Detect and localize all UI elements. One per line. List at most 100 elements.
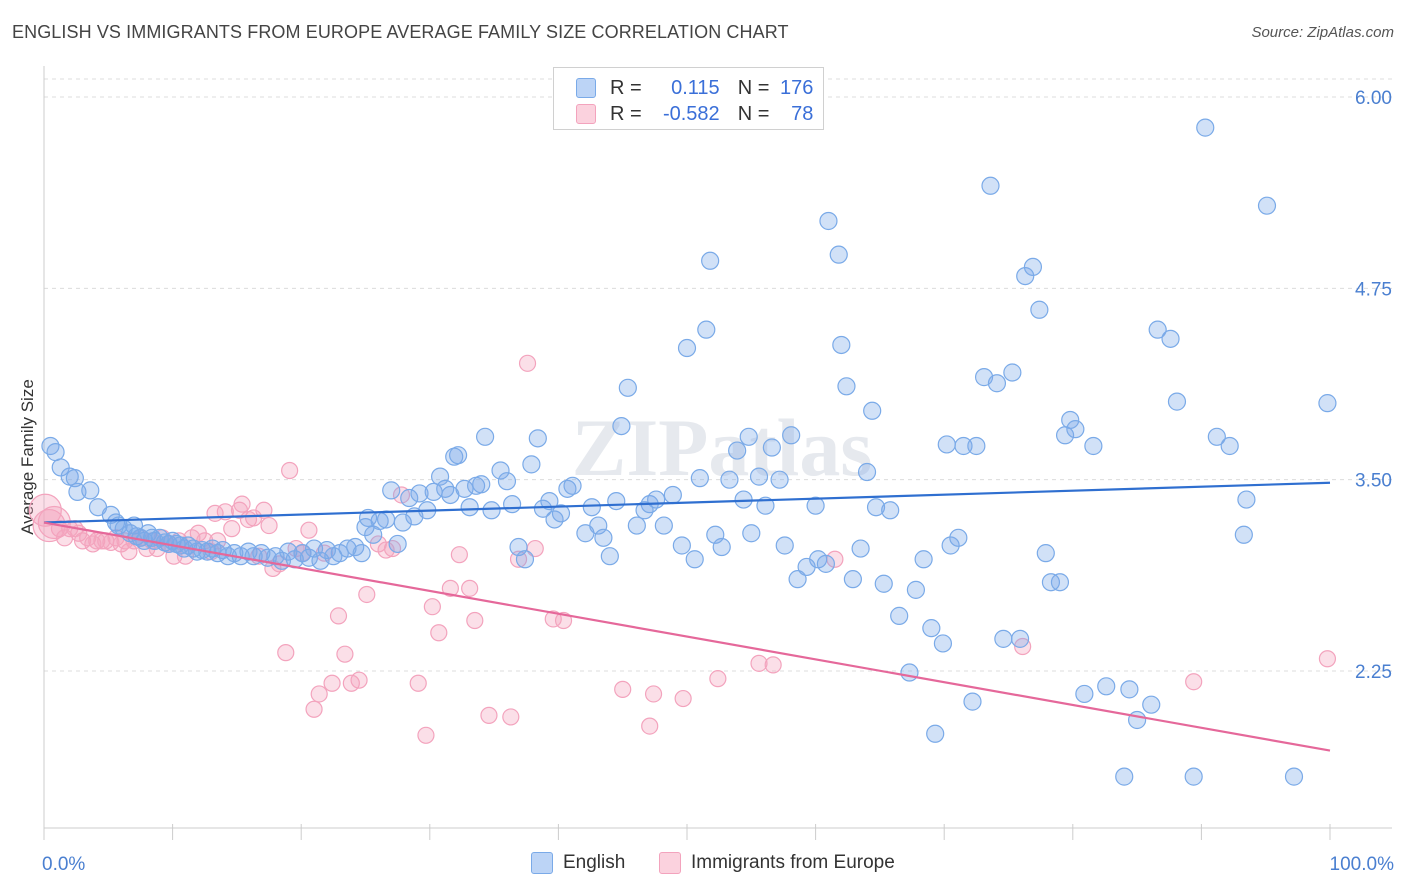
english-point	[647, 490, 666, 509]
english-point	[890, 606, 909, 625]
english-point	[1167, 392, 1187, 411]
europe-point	[441, 579, 459, 597]
europe-swatch	[576, 104, 596, 124]
europe-point	[450, 546, 468, 564]
europe-point	[233, 495, 251, 513]
english-point	[739, 427, 758, 446]
europe-point	[329, 607, 348, 625]
english-point	[1023, 257, 1043, 277]
english-point	[1003, 363, 1022, 382]
english-point	[851, 539, 870, 558]
english-point	[1127, 710, 1147, 730]
y-tick-label: 4.75	[1355, 279, 1392, 300]
europe-point	[518, 354, 537, 372]
english-point	[922, 619, 941, 638]
english-point	[594, 528, 613, 547]
legend-label-europe: Immigrants from Europe	[691, 852, 895, 873]
europe-point	[1318, 650, 1337, 668]
chart-title: ENGLISH VS IMMIGRANTS FROM EUROPE AVERAG…	[12, 22, 789, 42]
english-point	[1050, 573, 1070, 592]
english-point	[775, 536, 794, 555]
english-point	[933, 634, 953, 653]
europe-point	[310, 685, 328, 703]
europe-point	[281, 461, 299, 480]
english-point	[863, 401, 882, 420]
europe-point	[260, 516, 278, 535]
english-point	[607, 491, 626, 511]
europe-point	[223, 520, 241, 538]
english-point	[937, 435, 956, 454]
english-point	[677, 338, 697, 358]
english-point	[627, 516, 646, 535]
english-point	[987, 374, 1007, 393]
english-point	[515, 550, 535, 569]
english-point	[618, 378, 637, 397]
europe-point	[461, 579, 479, 597]
english-point	[612, 416, 631, 436]
english-point	[981, 176, 1000, 195]
europe-point	[764, 656, 782, 674]
english-point	[1234, 525, 1253, 544]
english-point	[720, 470, 739, 489]
english-point	[293, 544, 312, 563]
europe-point	[466, 611, 484, 630]
europe-point	[480, 706, 498, 724]
english-point	[663, 485, 682, 505]
english-point	[1184, 767, 1203, 786]
n-label: N =	[737, 102, 770, 125]
europe-point	[509, 550, 528, 568]
english-point	[762, 438, 781, 457]
europe-trend-line	[43, 521, 1331, 752]
english-point	[967, 436, 986, 456]
english-point	[914, 550, 933, 569]
english-trend-line	[43, 481, 1331, 524]
english-point	[832, 335, 851, 355]
english-point	[874, 574, 893, 593]
english-point	[338, 539, 357, 558]
n-label: N =	[737, 76, 770, 99]
english-point	[900, 663, 919, 682]
english-point	[528, 429, 547, 448]
europe-point	[336, 645, 354, 663]
x-tick-label-max: 100.0%	[1330, 854, 1395, 875]
english-point	[843, 570, 862, 589]
english-point	[1120, 680, 1139, 699]
english-point	[1097, 677, 1116, 696]
english-point	[742, 524, 761, 543]
english-point	[1220, 436, 1239, 456]
europe-point	[377, 541, 395, 559]
english-point	[788, 570, 807, 589]
europe-point	[350, 671, 368, 689]
english-point	[472, 475, 491, 494]
legend-item-english[interactable]: English	[531, 852, 625, 874]
x-tick-label-min: 0.0%	[42, 854, 85, 875]
europe-point	[641, 717, 659, 735]
english-point	[352, 544, 371, 563]
english-point	[46, 443, 65, 462]
english-point	[1066, 420, 1085, 439]
y-tick-label: 6.00	[1355, 88, 1392, 109]
english-point	[1284, 767, 1304, 786]
europe-point	[430, 624, 448, 642]
english-point	[1196, 118, 1215, 137]
europe-point	[423, 598, 441, 616]
english-point	[522, 455, 541, 474]
english-point	[582, 498, 601, 517]
europe-point	[502, 708, 520, 726]
english-point	[1061, 410, 1080, 430]
english-point	[503, 495, 522, 514]
english-point	[299, 548, 319, 567]
english-point	[866, 498, 886, 517]
y-tick-labels: 2.25 3.50 4.75 6.00	[1355, 88, 1392, 683]
english-point	[697, 320, 716, 339]
europe-point	[750, 654, 768, 672]
europe-point	[644, 685, 663, 703]
english-point	[491, 461, 510, 480]
europe-point	[674, 689, 692, 708]
english-points	[41, 118, 1337, 786]
english-point	[1207, 427, 1226, 446]
english-point	[1161, 329, 1180, 348]
legend-item-europe[interactable]: Immigrants from Europe	[659, 852, 895, 874]
english-point	[829, 245, 848, 264]
english-point	[954, 436, 973, 456]
